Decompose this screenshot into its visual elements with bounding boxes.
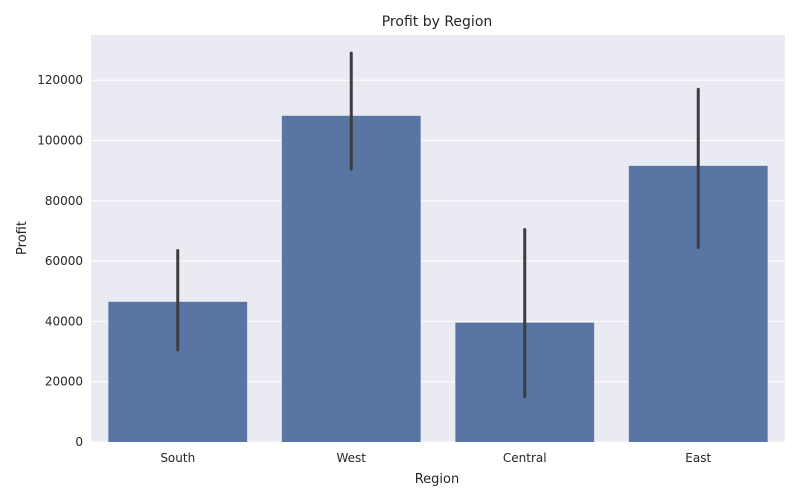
y-axis-label: Profit bbox=[15, 221, 30, 255]
x-tick-label: West bbox=[336, 451, 366, 465]
error-bars bbox=[176, 51, 700, 399]
chart-title: Profit by Region bbox=[382, 14, 493, 30]
x-axis-label: Region bbox=[415, 472, 460, 487]
x-tick-label: South bbox=[160, 451, 195, 465]
y-tick-labels: 0 20000 40000 60000 80000 100000 120000 bbox=[37, 73, 83, 449]
y-tick-label: 0 bbox=[75, 435, 83, 449]
y-tick-label: 100000 bbox=[37, 134, 83, 148]
x-tick-labels: South West Central East bbox=[160, 451, 711, 465]
y-tick-label: 40000 bbox=[45, 314, 83, 328]
x-tick-label: Central bbox=[503, 451, 547, 465]
y-tick-label: 20000 bbox=[45, 375, 83, 389]
y-tick-label: 120000 bbox=[37, 73, 83, 87]
x-tick-label: East bbox=[685, 451, 711, 465]
y-tick-label: 60000 bbox=[45, 254, 83, 268]
y-tick-label: 80000 bbox=[45, 194, 83, 208]
